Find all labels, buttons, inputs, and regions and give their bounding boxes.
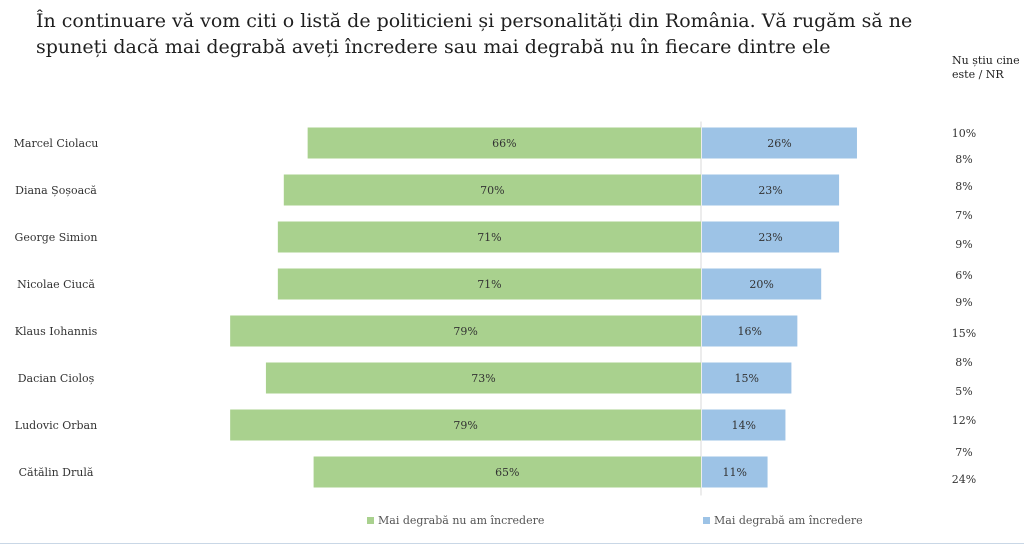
bottom-divider: [0, 543, 1024, 544]
data-label-trust: 20%: [749, 278, 773, 291]
bar-distrust: [313, 456, 701, 488]
category-label: Diana Șoșoacă: [15, 184, 97, 197]
nr-value: 12%: [952, 414, 976, 427]
data-label-distrust: 71%: [477, 231, 501, 244]
data-label-trust: 23%: [758, 184, 782, 197]
bar-distrust: [277, 221, 701, 253]
category-label: Cătălin Drulă: [19, 466, 94, 479]
data-label-trust: 16%: [737, 325, 761, 338]
bar-distrust: [265, 362, 701, 394]
nr-value: 8%: [955, 153, 972, 166]
bar-distrust: [283, 174, 701, 206]
legend-label-trust: Mai degrabă am încredere: [714, 514, 863, 527]
data-label-distrust: 65%: [495, 466, 519, 479]
bar-distrust: [277, 268, 701, 300]
legend-item-trust: Mai degrabă am încredere: [703, 514, 863, 527]
legend-item-distrust: Mai degrabă nu am încredere: [367, 514, 544, 527]
bar-trust: [702, 268, 822, 300]
nr-value: 7%: [955, 446, 972, 459]
data-label-trust: 15%: [734, 372, 758, 385]
category-label: Ludovic Orban: [15, 419, 97, 432]
category-label: George Simion: [15, 231, 98, 244]
bar-trust: [702, 174, 840, 206]
data-label-distrust: 73%: [471, 372, 495, 385]
legend-swatch-trust: [703, 517, 710, 524]
data-label-trust: 14%: [731, 419, 755, 432]
nr-column-header: Nu știu cine este / NR: [952, 54, 1020, 81]
data-label-distrust: 79%: [453, 419, 477, 432]
bar-distrust: [230, 315, 701, 347]
bar-trust: [702, 315, 798, 347]
category-label: Marcel Ciolacu: [14, 137, 99, 150]
bar-trust: [702, 127, 857, 159]
data-label-trust: 11%: [723, 466, 747, 479]
legend-swatch-distrust: [367, 517, 374, 524]
bar-distrust: [307, 127, 701, 159]
bar-trust: [702, 409, 786, 441]
nr-value: 8%: [955, 356, 972, 369]
bar-trust: [702, 221, 840, 253]
nr-value: 24%: [952, 473, 976, 486]
bar-distrust: [230, 409, 701, 441]
nr-value: 10%: [952, 127, 976, 140]
data-label-distrust: 66%: [492, 137, 516, 150]
category-label: Klaus Iohannis: [15, 325, 98, 338]
legend: Mai degrabă nu am încredere Mai degrabă …: [0, 512, 1024, 532]
data-label-trust: 23%: [758, 231, 782, 244]
nr-value: 5%: [955, 385, 972, 398]
legend-label-distrust: Mai degrabă nu am încredere: [378, 514, 545, 527]
bar-trust: [702, 362, 792, 394]
data-label-distrust: 79%: [453, 325, 477, 338]
category-label: Nicolae Ciucă: [17, 278, 95, 291]
nr-value: 15%: [952, 327, 976, 340]
nr-value: 8%: [955, 180, 972, 193]
chart-title: În continuare vă vom citi o listă de pol…: [36, 10, 913, 58]
bar-trust: [702, 456, 768, 488]
nr-value: 7%: [955, 209, 972, 222]
nr-value: 6%: [955, 269, 972, 282]
category-label: Dacian Cioloș: [18, 372, 95, 385]
data-label-distrust: 70%: [480, 184, 504, 197]
nr-value: 9%: [955, 296, 972, 309]
nr-value: 9%: [955, 238, 972, 251]
data-label-trust: 26%: [767, 137, 791, 150]
data-label-distrust: 71%: [477, 278, 501, 291]
